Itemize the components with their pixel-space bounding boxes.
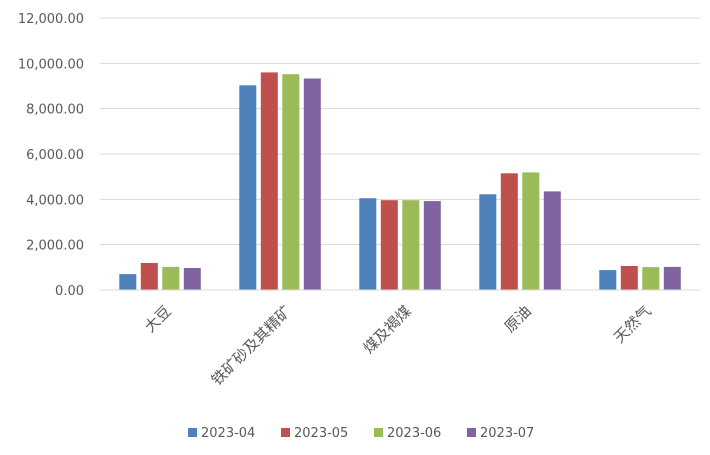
bar bbox=[359, 198, 377, 290]
y-axis: 0.00 2,000.00 4,000.00 6,000.00 8,000.00 10,0… bbox=[18, 12, 84, 299]
bar bbox=[162, 266, 180, 290]
bar bbox=[423, 201, 441, 290]
y-tick-label: 4,000.00 bbox=[26, 193, 84, 208]
bar bbox=[522, 172, 540, 290]
x-axis: 大豆 铁矿砂及其精矿 煤及褐煤 原油 天然气 bbox=[100, 289, 700, 389]
legend-swatch bbox=[188, 428, 197, 437]
legend-label: 2023-06 bbox=[387, 426, 441, 441]
bar bbox=[642, 267, 660, 290]
bars bbox=[119, 72, 681, 291]
bar bbox=[663, 266, 681, 290]
legend-label: 2023-05 bbox=[294, 426, 348, 441]
legend: 2023-04 2023-05 2023-06 2023-07 bbox=[188, 426, 534, 441]
y-tick-label: 0.00 bbox=[55, 284, 84, 299]
y-tick-label: 2,000.00 bbox=[26, 239, 84, 254]
bar bbox=[183, 268, 201, 290]
x-tick-label: 大豆 bbox=[141, 302, 175, 336]
bar bbox=[599, 270, 617, 290]
x-tick-label: 铁矿砂及其精矿 bbox=[208, 302, 295, 389]
y-tick-label: 8,000.00 bbox=[26, 103, 84, 118]
bar bbox=[500, 173, 518, 290]
y-tick-label: 12,000.00 bbox=[18, 12, 84, 27]
bar bbox=[620, 266, 638, 290]
bar bbox=[239, 85, 257, 290]
bar bbox=[543, 191, 561, 290]
bar bbox=[380, 200, 398, 290]
bar bbox=[260, 72, 278, 291]
gridlines bbox=[100, 17, 700, 246]
bar bbox=[479, 194, 497, 290]
x-tick-label: 煤及褐煤 bbox=[360, 302, 415, 357]
bar bbox=[303, 78, 321, 290]
x-tick-label: 原油 bbox=[501, 302, 535, 336]
x-tick-label: 天然气 bbox=[610, 302, 655, 347]
legend-swatch bbox=[374, 428, 383, 437]
legend-swatch bbox=[281, 428, 290, 437]
bar bbox=[140, 263, 158, 290]
y-tick-label: 6,000.00 bbox=[26, 148, 84, 163]
y-tick-label: 10,000.00 bbox=[18, 57, 84, 72]
legend-label: 2023-07 bbox=[480, 426, 534, 441]
legend-label: 2023-04 bbox=[201, 426, 255, 441]
bar bbox=[282, 74, 300, 290]
bar bbox=[402, 200, 420, 290]
legend-swatch bbox=[467, 428, 476, 437]
bar bbox=[119, 274, 137, 290]
